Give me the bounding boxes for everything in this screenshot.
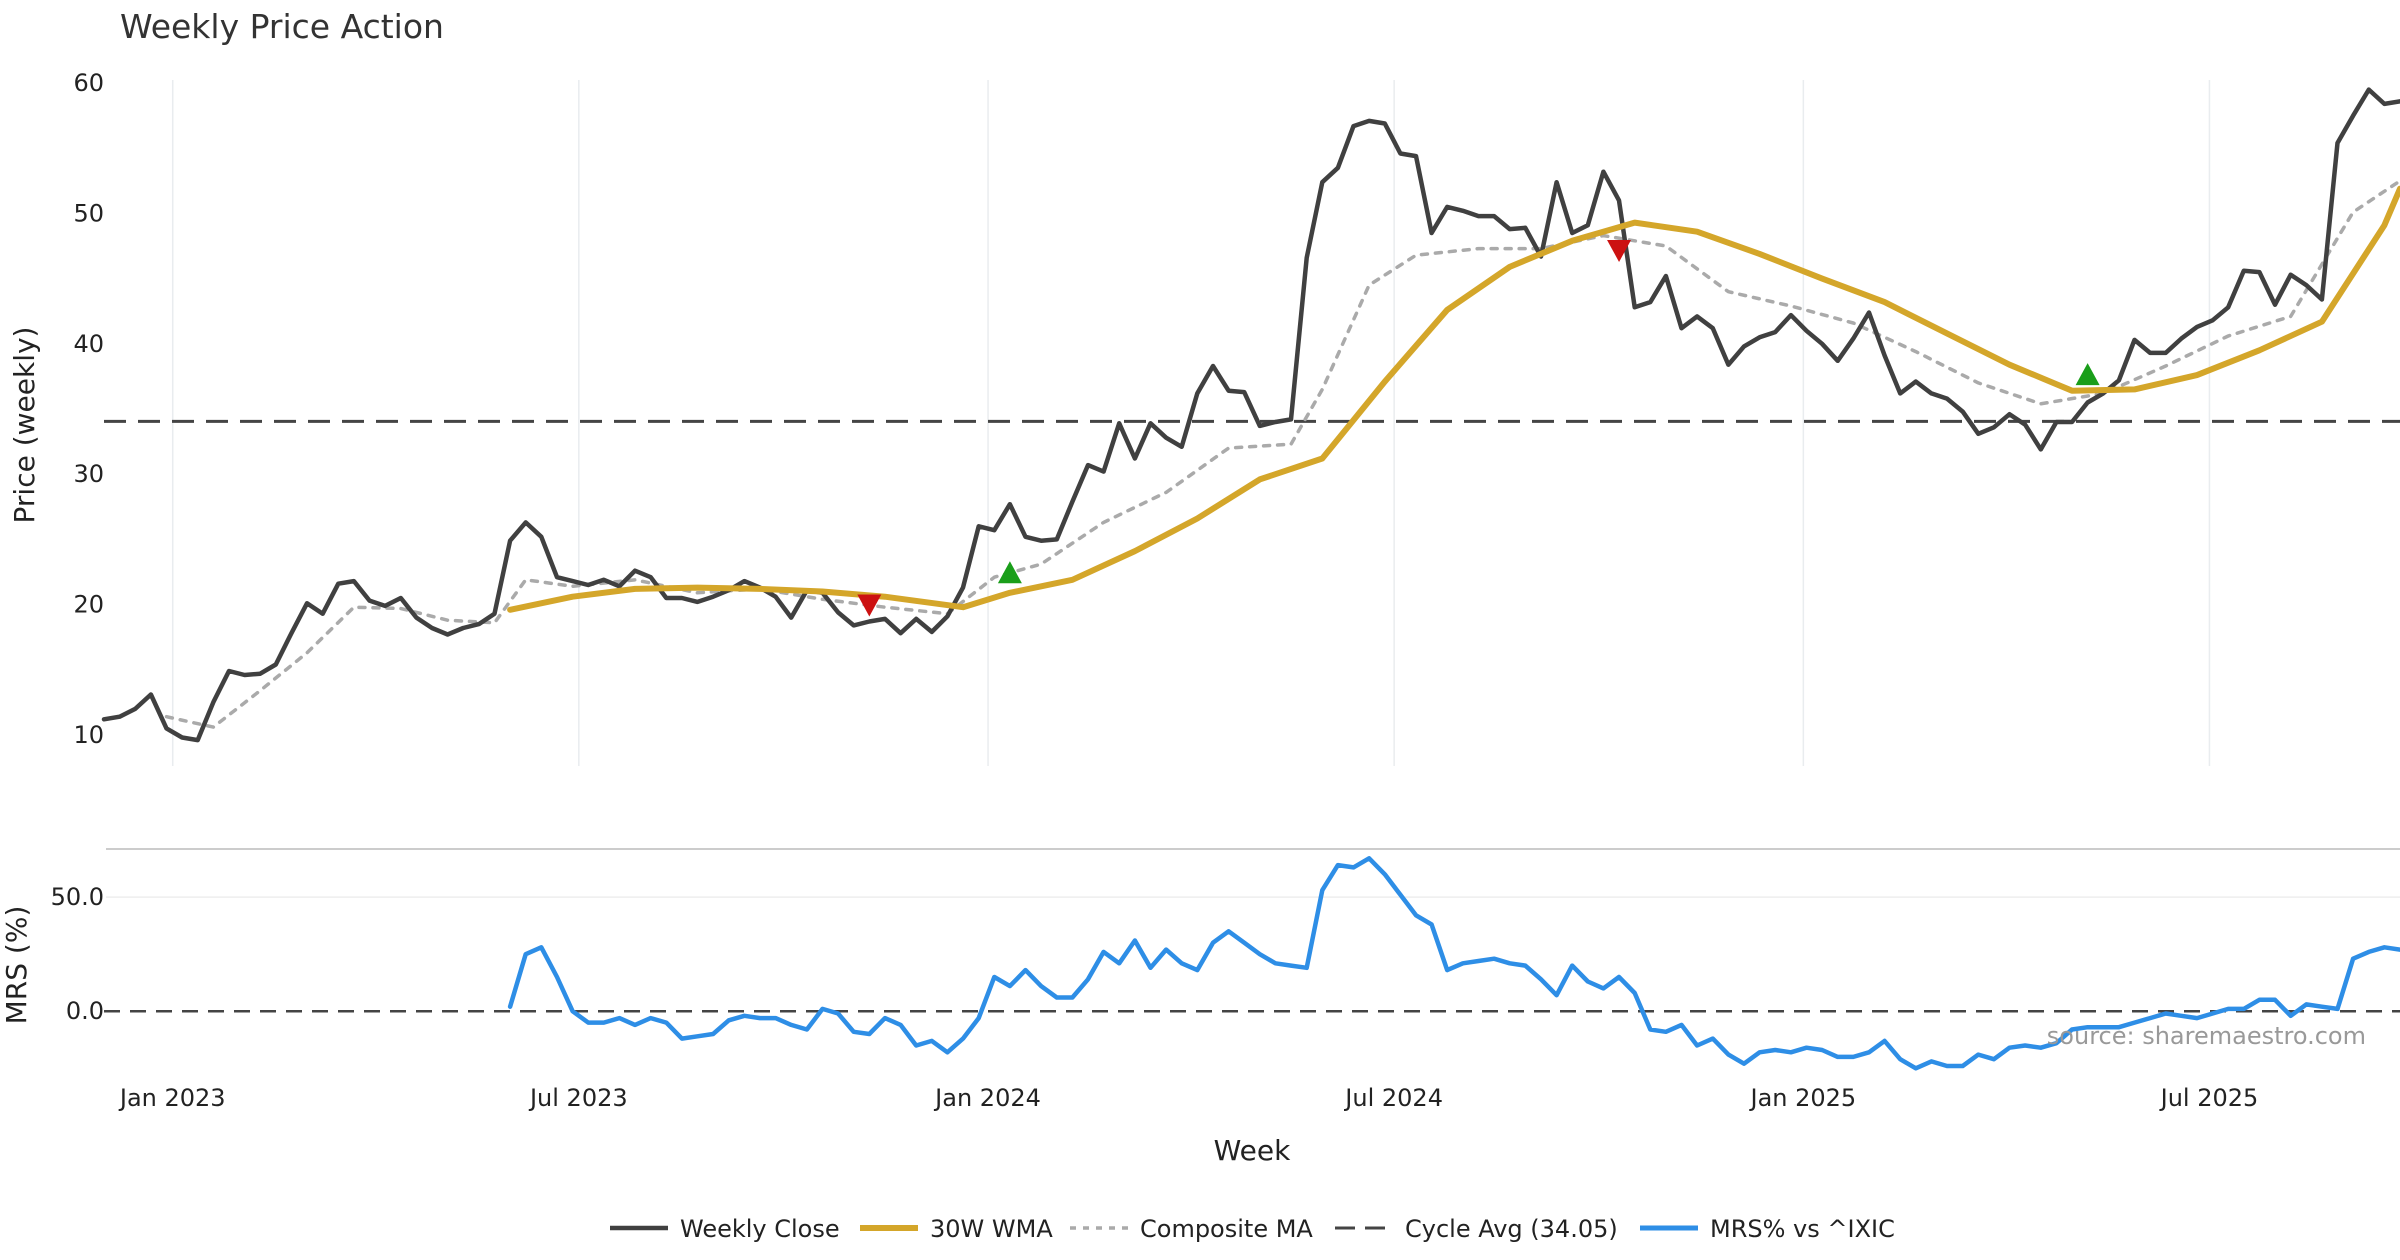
price-y-tick-label: 60 bbox=[73, 69, 104, 97]
price-y-tick-label: 30 bbox=[73, 460, 104, 488]
legend-label: 30W WMA bbox=[930, 1215, 1053, 1243]
x-tick-label: Jul 2023 bbox=[528, 1084, 628, 1112]
mrs-series-group bbox=[104, 856, 2400, 1071]
signal-markers bbox=[857, 239, 2100, 617]
chart-title: Weekly Price Action bbox=[120, 7, 444, 46]
sell-signal-marker bbox=[1607, 239, 1632, 262]
x-tick-label: Jan 2023 bbox=[118, 1084, 226, 1112]
mrs-line bbox=[507, 856, 2400, 1071]
price-y-tick-label: 20 bbox=[73, 591, 104, 619]
price-y-tick-label: 10 bbox=[73, 721, 104, 749]
price-y-ticks: 10 20 30 40 50 60 bbox=[73, 69, 104, 749]
legend-label: Cycle Avg (34.05) bbox=[1405, 1215, 1618, 1243]
composite-ma-line bbox=[164, 179, 2400, 729]
buy-signal-marker bbox=[997, 561, 1022, 584]
buy-signal-marker bbox=[2075, 363, 2100, 386]
price-series-group bbox=[101, 87, 2400, 743]
x-axis-ticks: Jan 2023 Jul 2023 Jan 2024 Jul 2024 Jan 2025… bbox=[118, 1084, 2258, 1112]
source-annotation: source: sharemaestro.com bbox=[2047, 1022, 2366, 1050]
price-y-tick-label: 50 bbox=[73, 199, 104, 227]
legend-label: Composite MA bbox=[1140, 1215, 1313, 1243]
sell-signal-marker bbox=[857, 594, 882, 617]
price-y-axis-label: Price (weekly) bbox=[8, 327, 41, 524]
x-tick-label: Jan 2025 bbox=[1749, 1084, 1857, 1112]
x-tick-label: Jul 2024 bbox=[1343, 1084, 1443, 1112]
x-axis-label: Week bbox=[1214, 1134, 1291, 1167]
x-tick-label: Jul 2025 bbox=[2159, 1084, 2259, 1112]
mrs-y-axis-label: MRS (%) bbox=[0, 906, 33, 1025]
x-tick-label: Jan 2024 bbox=[933, 1084, 1041, 1112]
mrs-y-ticks: 0.0 50.0 bbox=[51, 883, 104, 1025]
weekly-close-line bbox=[101, 87, 2400, 743]
mrs-y-tick-label: 50.0 bbox=[51, 883, 104, 911]
legend-label: Weekly Close bbox=[680, 1215, 840, 1243]
price-y-tick-label: 40 bbox=[73, 330, 104, 358]
mrs-y-tick-label: 0.0 bbox=[66, 997, 104, 1025]
legend-label: MRS% vs ^IXIC bbox=[1710, 1215, 1895, 1243]
legend: Weekly Close 30W WMA Composite MA Cycle Avg… bbox=[610, 1215, 1895, 1243]
wma-line bbox=[507, 185, 2400, 613]
price-gridlines bbox=[171, 80, 2211, 766]
